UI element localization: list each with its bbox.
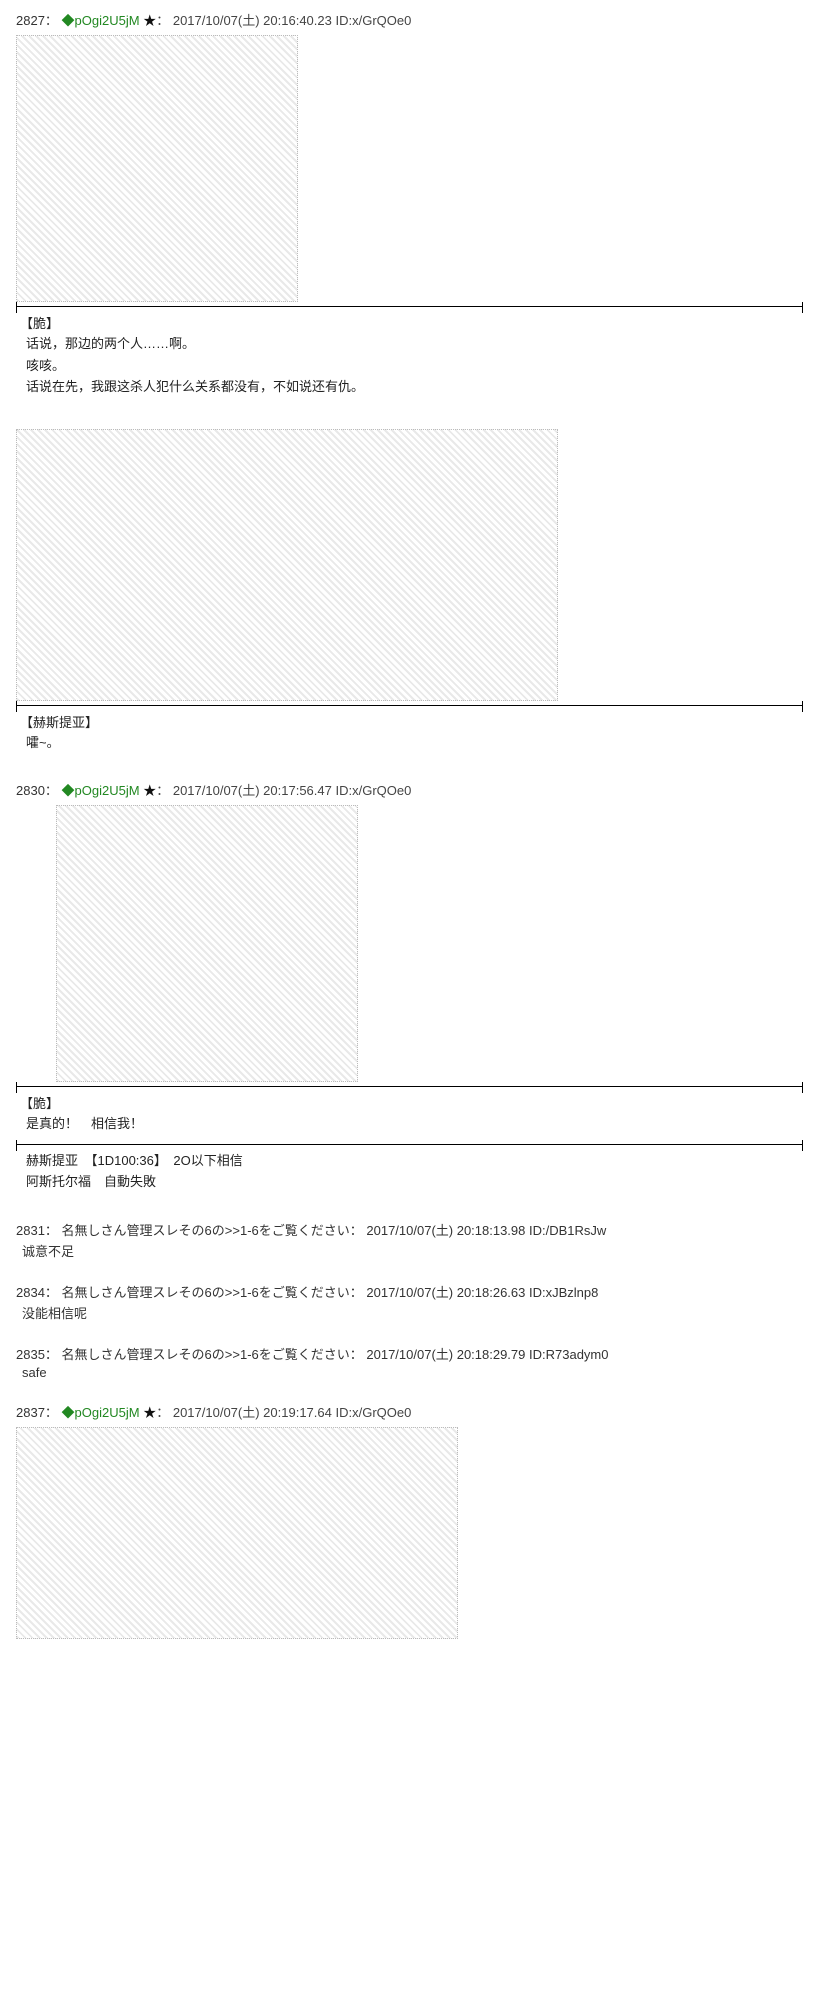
reply-header: 2835： 名無しさん管理スレその6の>>1-6をご覧ください： 2017/10… [16,1344,803,1363]
reply-name: 名無しさん管理スレその6の>>1-6をご覧ください [62,1223,350,1238]
post-header: 2830： ◆pOgi2U5jM ★： 2017/10/07(土) 20:17:… [16,780,803,799]
ascii-art [16,1427,458,1639]
reply-date: 2017/10/07(土) 20:18:29.79 [366,1347,525,1362]
speaker-label: 【脆】 [20,1093,803,1112]
reply: 2831： 名無しさん管理スレその6の>>1-6をご覧ください： 2017/10… [16,1220,803,1260]
reply: 2835： 名無しさん管理スレその6の>>1-6をご覧ください： 2017/10… [16,1344,803,1380]
post-date: 2017/10/07(土) 20:17:56.47 [173,783,332,798]
speaker-label: 【脆】 [20,313,803,332]
tripcode: ◆pOgi2U5jM [62,13,140,28]
post-date: 2017/10/07(土) 20:16:40.23 [173,13,332,28]
reply-body: 没能相信呢 [22,1303,803,1322]
separator [16,705,803,706]
dialogue-line: 嚯~。 [26,733,803,753]
reply-number: 2831 [16,1223,45,1238]
separator [16,1144,803,1145]
post: 2827： ◆pOgi2U5jM ★： 2017/10/07(土) 20:16:… [16,10,803,752]
footer-line: 阿斯托尔福 自動失敗 [26,1172,803,1192]
footer-line: 赫斯提亚 【1D100:36】 2O以下相信 [26,1151,803,1171]
post-number: 2830 [16,783,45,798]
reply: 2834： 名無しさん管理スレその6の>>1-6をご覧ください： 2017/10… [16,1282,803,1322]
star-icon: ★ [143,783,156,798]
dialogue-line: 话说，那边的两个人……啊。 [26,334,803,354]
post-header: 2827： ◆pOgi2U5jM ★： 2017/10/07(土) 20:16:… [16,10,803,29]
post: 2837： ◆pOgi2U5jM ★： 2017/10/07(土) 20:19:… [16,1402,803,1639]
dialogue-line: 话说在先，我跟这杀人犯什么关系都没有，不如说还有仇。 [26,377,803,397]
post-id: ID:x/GrQOe0 [335,1405,411,1420]
ascii-art [56,805,358,1082]
reply-id: ID:xJBzlnp8 [529,1285,598,1300]
reply-body: 诚意不足 [22,1241,803,1260]
post-number: 2827 [16,13,45,28]
reply-number: 2834 [16,1285,45,1300]
tripcode: ◆pOgi2U5jM [62,1405,140,1420]
reply-date: 2017/10/07(土) 20:18:26.63 [366,1285,525,1300]
ascii-art [16,35,298,302]
reply-name: 名無しさん管理スレその6の>>1-6をご覧ください [62,1347,350,1362]
separator [16,306,803,307]
reply-number: 2835 [16,1347,45,1362]
dialogue-line: 是真的！ 相信我！ [26,1114,803,1134]
post: 2830： ◆pOgi2U5jM ★： 2017/10/07(土) 20:17:… [16,780,803,1192]
reply-header: 2831： 名無しさん管理スレその6の>>1-6をご覧ください： 2017/10… [16,1220,803,1239]
tripcode: ◆pOgi2U5jM [62,783,140,798]
speaker-label: 【赫斯提亚】 [20,712,803,731]
ascii-art [16,429,558,701]
reply-id: ID:/DB1RsJw [529,1223,606,1238]
reply-id: ID:R73adym0 [529,1347,608,1362]
dialogue-line: 咳咳。 [26,356,803,376]
separator [16,1086,803,1087]
post-id: ID:x/GrQOe0 [335,13,411,28]
post-header: 2837： ◆pOgi2U5jM ★： 2017/10/07(土) 20:19:… [16,1402,803,1421]
reply-header: 2834： 名無しさん管理スレその6の>>1-6をご覧ください： 2017/10… [16,1282,803,1301]
star-icon: ★ [143,13,156,28]
post-number: 2837 [16,1405,45,1420]
post-date: 2017/10/07(土) 20:19:17.64 [173,1405,332,1420]
reply-body: safe [22,1365,803,1380]
star-icon: ★ [143,1405,156,1420]
reply-name: 名無しさん管理スレその6の>>1-6をご覧ください [62,1285,350,1300]
reply-date: 2017/10/07(土) 20:18:13.98 [366,1223,525,1238]
post-id: ID:x/GrQOe0 [335,783,411,798]
